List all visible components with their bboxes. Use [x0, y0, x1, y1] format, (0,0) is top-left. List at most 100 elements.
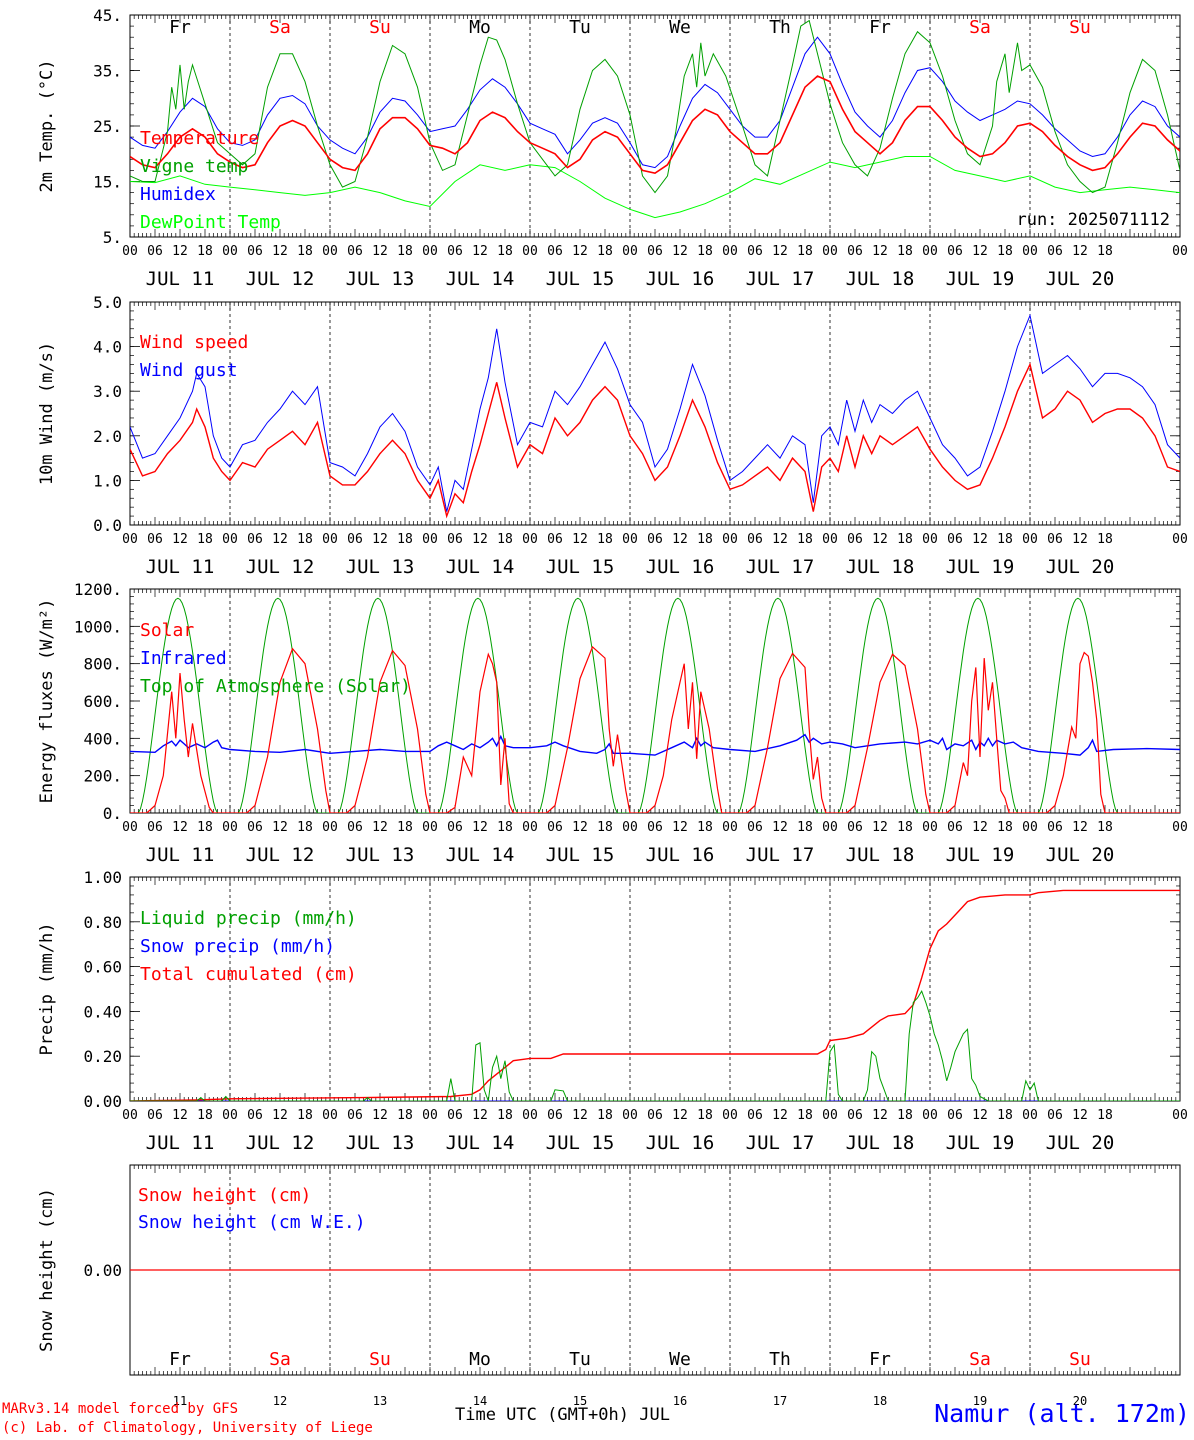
hour-label: 18: [897, 820, 913, 835]
hour-label: 00: [122, 1108, 138, 1123]
model-credit: MARv3.14 model forced by GFS: [2, 1401, 239, 1417]
weekday-label: Su: [369, 17, 391, 38]
date-label: JUL 20: [1046, 844, 1115, 866]
y-tick-label: 0.80: [83, 913, 122, 932]
weekday-label: Th: [769, 17, 791, 38]
day-number-label: 12: [273, 1394, 287, 1408]
hour-label: 12: [172, 1108, 188, 1123]
hour-label: 06: [547, 532, 563, 547]
weekday-label: Su: [1069, 17, 1091, 38]
y-tick-label: 1.00: [83, 868, 122, 887]
legend-entry: Vigne temp: [140, 156, 248, 177]
day-number-label: 16: [673, 1394, 687, 1408]
hour-label: 06: [247, 820, 263, 835]
hour-label: 12: [372, 532, 388, 547]
hour-label: 18: [197, 1108, 213, 1123]
date-label: JUL 12: [246, 844, 315, 866]
hour-label: 06: [347, 820, 363, 835]
hour-label: 00: [322, 532, 338, 547]
hour-label: 12: [1072, 532, 1088, 547]
hour-label: 12: [472, 244, 488, 259]
y-tick-label: 400.: [83, 729, 122, 748]
date-label: JUL 15: [546, 844, 615, 866]
hour-label: 00: [222, 1108, 238, 1123]
weekday-label: Sa: [269, 17, 291, 38]
hour-label: 18: [797, 244, 813, 259]
weekday-label: Tu: [569, 17, 591, 38]
hour-label: 00: [1172, 532, 1188, 547]
hour-label: 12: [172, 244, 188, 259]
hour-label: 18: [397, 244, 413, 259]
date-label: JUL 11: [146, 1132, 215, 1154]
day-number-label: 11: [173, 1394, 187, 1408]
hour-label: 06: [347, 532, 363, 547]
station-name: Namur (alt. 172m): [934, 1399, 1190, 1428]
hour-label: 06: [647, 820, 663, 835]
y-tick-label: 0.00: [83, 1092, 122, 1111]
hour-label: 06: [447, 532, 463, 547]
hour-label: 12: [172, 532, 188, 547]
date-label: JUL 12: [246, 556, 315, 578]
series-line-top-of-atmosphere-solar-: [130, 597, 1130, 813]
hour-label: 06: [947, 532, 963, 547]
hour-label: 18: [197, 532, 213, 547]
weekday-label: Th: [769, 1349, 791, 1370]
hour-label: 18: [297, 1108, 313, 1123]
hour-label: 00: [722, 820, 738, 835]
y-tick-label: 600.: [83, 692, 122, 711]
y-tick-label: 2.0: [93, 427, 122, 446]
y-axis-label: Precip (mm/h): [37, 922, 57, 1055]
y-tick-label: 45.: [93, 6, 122, 25]
hour-label: 06: [547, 244, 563, 259]
date-label: JUL 12: [246, 1132, 315, 1154]
weekday-label: Tu: [569, 1349, 591, 1370]
hour-label: 18: [797, 1108, 813, 1123]
hour-label: 12: [672, 532, 688, 547]
hour-label: 18: [597, 1108, 613, 1123]
date-label: JUL 17: [746, 1132, 815, 1154]
hour-label: 00: [1172, 244, 1188, 259]
hour-label: 12: [272, 820, 288, 835]
hour-label: 00: [822, 1108, 838, 1123]
date-label: JUL 20: [1046, 556, 1115, 578]
legend-entry: Snow height (cm): [138, 1185, 311, 1206]
date-label: JUL 14: [446, 268, 515, 290]
hour-label: 06: [647, 244, 663, 259]
hour-label: 06: [847, 820, 863, 835]
hour-label: 18: [997, 820, 1013, 835]
weekday-label: Su: [369, 1349, 391, 1370]
hour-label: 12: [772, 532, 788, 547]
hour-label: 00: [422, 820, 438, 835]
series-line-dewpoint-temp: [130, 156, 1180, 219]
series-line-vigne-temp: [130, 19, 1180, 194]
hour-label: 06: [547, 1108, 563, 1123]
hour-label: 00: [622, 1108, 638, 1123]
hour-label: 18: [397, 1108, 413, 1123]
y-axis-label: Energy fluxes (W/m²): [37, 599, 57, 804]
hour-label: 00: [922, 532, 938, 547]
date-label: JUL 11: [146, 268, 215, 290]
legend-entry: Total cumulated (cm): [140, 964, 357, 985]
hour-label: 18: [997, 1108, 1013, 1123]
y-tick-label: 1.0: [93, 471, 122, 490]
weekday-label: Su: [1069, 1349, 1091, 1370]
date-label: JUL 17: [746, 844, 815, 866]
hour-label: 00: [922, 1108, 938, 1123]
hour-label: 06: [347, 1108, 363, 1123]
legend-entry: Wind gust: [140, 360, 238, 381]
hour-label: 00: [422, 244, 438, 259]
date-label: JUL 13: [346, 268, 415, 290]
hour-label: 18: [297, 532, 313, 547]
y-tick-label: 1000.: [74, 617, 122, 636]
legend-entry: Top of Atmosphere (Solar): [140, 676, 411, 697]
y-tick-label: 5.: [103, 228, 122, 247]
hour-label: 12: [772, 244, 788, 259]
date-label: JUL 19: [946, 268, 1015, 290]
hour-label: 06: [247, 244, 263, 259]
hour-label: 06: [1047, 820, 1063, 835]
hour-label: 06: [447, 244, 463, 259]
date-label: JUL 15: [546, 1132, 615, 1154]
hour-label: 06: [747, 820, 763, 835]
hour-label: 18: [297, 244, 313, 259]
